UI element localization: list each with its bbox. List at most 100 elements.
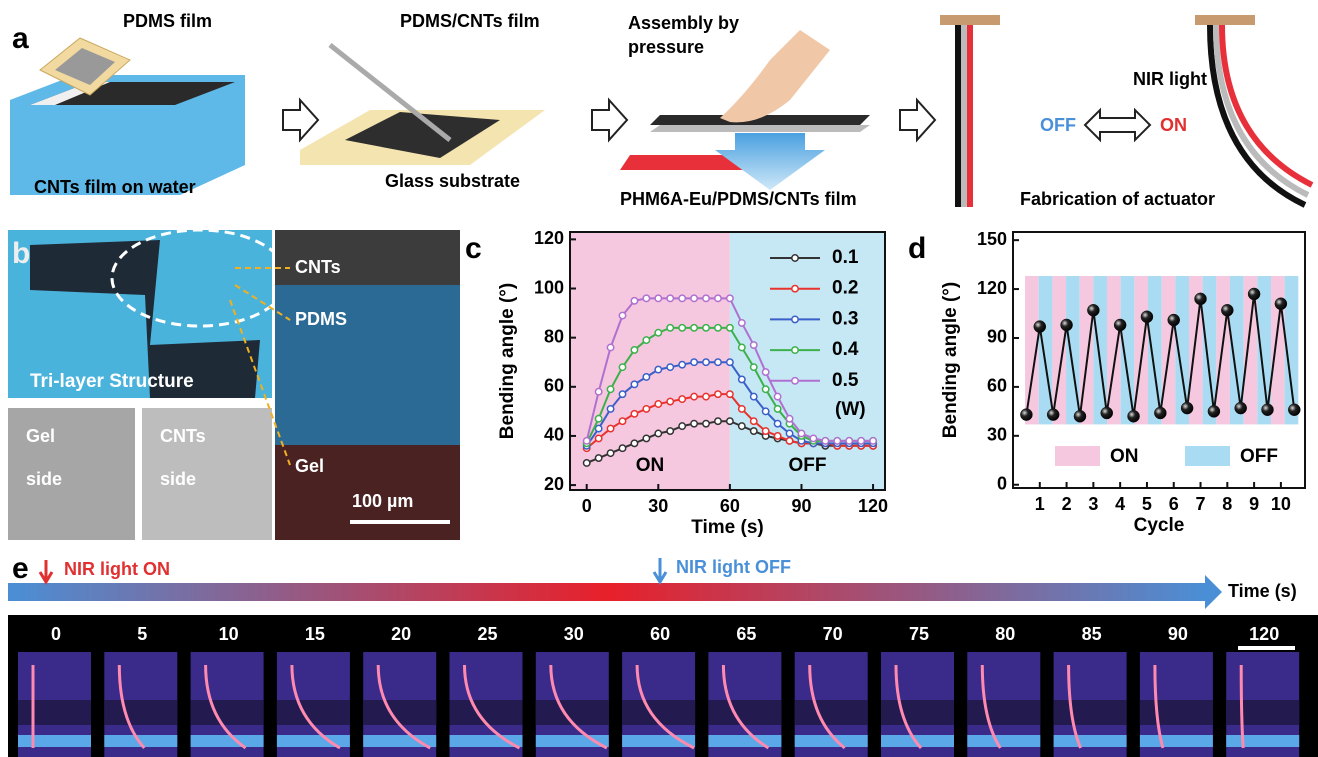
- data-point: [786, 416, 792, 422]
- data-point: [584, 438, 590, 444]
- data-point: [703, 295, 709, 301]
- data-point: [1288, 404, 1300, 416]
- x-tick-label: 3: [1088, 494, 1098, 514]
- legend-label: ON: [1110, 446, 1139, 467]
- data-point: [1195, 293, 1207, 305]
- data-point: [1181, 402, 1193, 414]
- data-point: [679, 325, 685, 331]
- y-tick-label: 20: [544, 474, 564, 494]
- caption: CNTs: [160, 426, 206, 446]
- data-point: [774, 406, 780, 412]
- time-label: 85: [1082, 624, 1102, 644]
- time-label: 20: [391, 624, 411, 644]
- data-point: [762, 428, 768, 434]
- frame-floor: [1054, 735, 1127, 747]
- data-point: [774, 420, 780, 426]
- panel-label: b: [12, 237, 30, 270]
- data-point: [607, 425, 613, 431]
- data-point: [739, 320, 745, 326]
- data-point: [691, 295, 697, 301]
- legend-label: 0.4: [832, 339, 859, 360]
- timeline: [8, 583, 1208, 601]
- caption: NIR light ON: [64, 559, 170, 579]
- data-point: [1034, 321, 1046, 333]
- data-point: [1047, 409, 1059, 421]
- panel-label: a: [12, 22, 29, 55]
- data-point: [607, 406, 613, 412]
- y-tick-label: 0: [997, 473, 1007, 493]
- data-point: [1208, 405, 1220, 417]
- frame-band: [881, 700, 954, 725]
- data-point: [631, 298, 637, 304]
- x-tick-label: 7: [1196, 494, 1206, 514]
- time-label: 25: [477, 624, 497, 644]
- data-point: [762, 386, 768, 392]
- data-point: [858, 438, 864, 444]
- x-tick-label: 9: [1249, 494, 1259, 514]
- caption: Gel: [295, 456, 324, 476]
- data-point: [727, 391, 733, 397]
- legend-label: OFF: [1240, 446, 1278, 467]
- panel-label: d: [908, 232, 926, 265]
- time-label: 10: [219, 624, 239, 644]
- data-point: [751, 393, 757, 399]
- caption: CNTs: [295, 257, 341, 277]
- data-point: [619, 418, 625, 424]
- caption: PDMS film: [123, 11, 212, 31]
- caption: Time (s): [1228, 581, 1297, 601]
- data-point: [715, 359, 721, 365]
- data-point: [667, 295, 673, 301]
- y-tick-label: 40: [544, 425, 564, 445]
- data-point: [607, 386, 613, 392]
- legend-label: 0.2: [832, 278, 858, 299]
- time-label: 65: [736, 624, 756, 644]
- data-point: [1141, 311, 1153, 323]
- data-point: [715, 418, 721, 424]
- legend-marker: [792, 378, 798, 384]
- caption: Tri-layer Structure: [30, 371, 194, 392]
- data-point: [1275, 298, 1287, 310]
- x-tick-label: 6: [1169, 494, 1179, 514]
- data-point: [1114, 319, 1126, 331]
- data-point: [667, 398, 673, 404]
- legend-label: 0.5: [832, 370, 859, 391]
- data-point: [655, 430, 661, 436]
- y-tick-label: 80: [544, 326, 564, 346]
- time-label: 15: [305, 624, 325, 644]
- x-axis-label: Cycle: [1134, 515, 1185, 536]
- data-point: [595, 416, 601, 422]
- data-point: [715, 325, 721, 331]
- data-point: [739, 344, 745, 350]
- x-tick-label: 8: [1222, 494, 1232, 514]
- data-point: [667, 364, 673, 370]
- data-point: [679, 361, 685, 367]
- data-point: [727, 418, 733, 424]
- data-point: [643, 406, 649, 412]
- x-tick-label: 30: [648, 496, 668, 516]
- data-point: [703, 325, 709, 331]
- data-point: [703, 393, 709, 399]
- time-label: 60: [650, 624, 670, 644]
- caption: NIR light OFF: [676, 557, 791, 577]
- data-point: [691, 325, 697, 331]
- legend-unit: (W): [835, 399, 866, 420]
- legend-marker: [792, 347, 798, 353]
- data-point: [751, 364, 757, 370]
- y-tick-label: 30: [987, 425, 1007, 445]
- caption: Fabrication of actuator: [1020, 189, 1215, 209]
- data-point: [691, 393, 697, 399]
- data-point: [619, 364, 625, 370]
- x-tick-label: 90: [791, 496, 811, 516]
- data-point: [619, 391, 625, 397]
- data-point: [786, 430, 792, 436]
- frame-band: [1054, 700, 1127, 725]
- y-tick-label: 90: [987, 327, 1007, 347]
- caption: 100 µm: [352, 491, 413, 511]
- time-label: 90: [1168, 624, 1188, 644]
- phase-region: [730, 232, 885, 490]
- caption: PHM6A-Eu/PDMS/CNTs film: [620, 189, 857, 209]
- frame-band: [708, 700, 781, 725]
- caption: CNTs film on water: [34, 177, 196, 197]
- caption: side: [160, 469, 196, 489]
- caption: side: [26, 469, 62, 489]
